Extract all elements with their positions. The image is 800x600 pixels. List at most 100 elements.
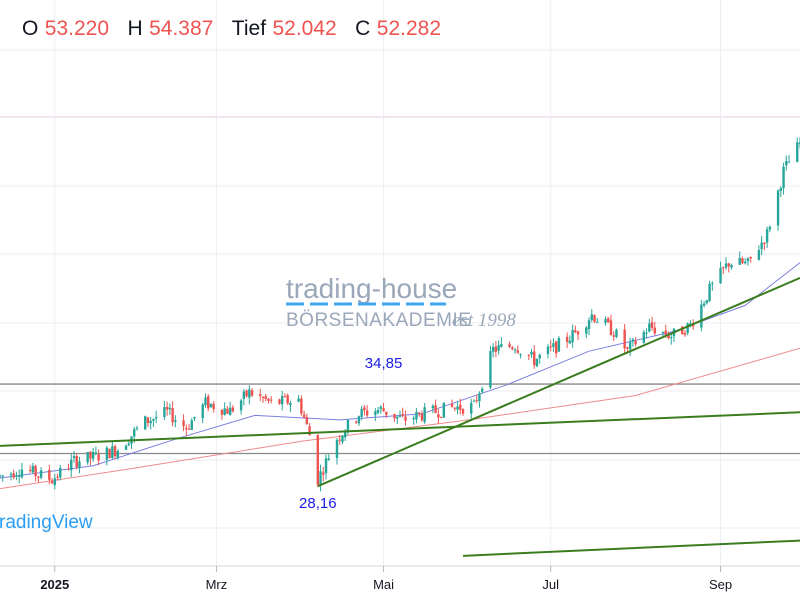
candle xyxy=(686,322,689,336)
candle xyxy=(59,464,62,481)
candle xyxy=(554,340,558,358)
candle-body xyxy=(327,458,330,461)
candle xyxy=(420,410,424,422)
candle xyxy=(193,416,196,422)
price-annotation: 34,85 xyxy=(365,355,403,372)
candle xyxy=(89,451,92,466)
candle-body xyxy=(787,161,791,163)
candle-body xyxy=(302,414,306,418)
candle-body xyxy=(744,261,747,264)
candle-body xyxy=(708,283,711,301)
candle xyxy=(239,398,243,415)
candle-body xyxy=(670,337,673,339)
candle xyxy=(1,474,4,482)
candle-body xyxy=(50,481,54,484)
candle-body xyxy=(201,404,204,419)
x-tick-label: 2025 xyxy=(40,577,69,592)
candle-body xyxy=(623,329,626,349)
candle-body xyxy=(705,300,709,304)
candle xyxy=(450,399,454,408)
candle xyxy=(683,329,687,337)
candle xyxy=(220,409,224,420)
candle-body xyxy=(308,426,311,436)
candle-body xyxy=(105,447,109,460)
candle-body xyxy=(250,390,254,396)
candle-body xyxy=(475,400,478,402)
candle xyxy=(105,446,109,466)
candle xyxy=(442,402,446,418)
candle-body xyxy=(300,398,303,414)
candle xyxy=(231,405,235,413)
candle xyxy=(439,416,443,419)
horizontal-levels xyxy=(0,383,800,455)
candle-body xyxy=(642,331,646,343)
candle-body xyxy=(604,318,607,323)
candle xyxy=(722,266,725,275)
candle-body xyxy=(382,408,385,412)
candle xyxy=(535,358,539,368)
candle-body xyxy=(335,440,339,459)
candle xyxy=(727,262,730,273)
candle xyxy=(491,343,495,358)
candle-body xyxy=(365,410,369,416)
candle-body xyxy=(187,428,191,430)
candle-body xyxy=(680,326,684,335)
candle xyxy=(190,418,193,431)
candle xyxy=(702,301,706,308)
candle-body xyxy=(127,443,130,446)
candle xyxy=(741,256,744,265)
candle-body xyxy=(749,256,752,259)
candle xyxy=(680,325,684,335)
candle-body xyxy=(322,472,325,475)
candle-body xyxy=(67,468,70,470)
candle-body xyxy=(297,398,300,402)
candle xyxy=(787,154,791,163)
candle-body xyxy=(56,476,59,478)
candle-body xyxy=(226,408,229,414)
candle-body xyxy=(724,263,728,268)
candle-body xyxy=(34,465,37,476)
candle xyxy=(111,440,114,460)
trendline xyxy=(0,411,800,447)
candle xyxy=(480,386,484,394)
ohlc-open: O 53.220 H 54.387 Tief 52.042 C 52.282 xyxy=(22,17,441,40)
ohlc-legend: O 53.220 H 54.387 Tief 52.042 C 52.282 xyxy=(22,17,441,40)
candle xyxy=(628,337,632,357)
candle-body xyxy=(9,473,13,476)
candle xyxy=(552,338,555,352)
candle xyxy=(590,309,593,323)
candle xyxy=(144,415,147,430)
candle-body xyxy=(204,397,207,406)
candle-body xyxy=(146,417,150,424)
candle xyxy=(412,415,415,425)
candle xyxy=(382,402,385,412)
candle-body xyxy=(259,394,262,397)
candle-body xyxy=(91,452,95,459)
candle-body xyxy=(480,388,484,392)
candle xyxy=(612,331,615,342)
candle-body xyxy=(470,402,473,414)
ohlc-close-value: 52.282 xyxy=(377,17,441,40)
candle xyxy=(765,226,769,248)
candle xyxy=(56,473,59,481)
watermark-line2: BÖRSENAKADEMIE xyxy=(286,310,471,331)
candle xyxy=(423,402,426,424)
candle xyxy=(768,225,772,233)
candle-body xyxy=(689,323,692,325)
candle-body xyxy=(546,346,550,355)
watermark-est: est 1998 xyxy=(452,310,516,331)
candle xyxy=(785,155,788,171)
x-tick-label: Jul xyxy=(542,577,559,592)
candle-body xyxy=(283,396,287,398)
candle xyxy=(283,393,287,398)
candle xyxy=(365,405,369,418)
candle-body xyxy=(354,421,358,423)
candle-body xyxy=(220,409,224,415)
candle-body xyxy=(593,315,596,322)
candle-body xyxy=(53,478,56,486)
candle-body xyxy=(412,418,415,420)
candle-body xyxy=(727,263,730,267)
candle xyxy=(17,469,21,484)
candle-body xyxy=(533,351,536,366)
